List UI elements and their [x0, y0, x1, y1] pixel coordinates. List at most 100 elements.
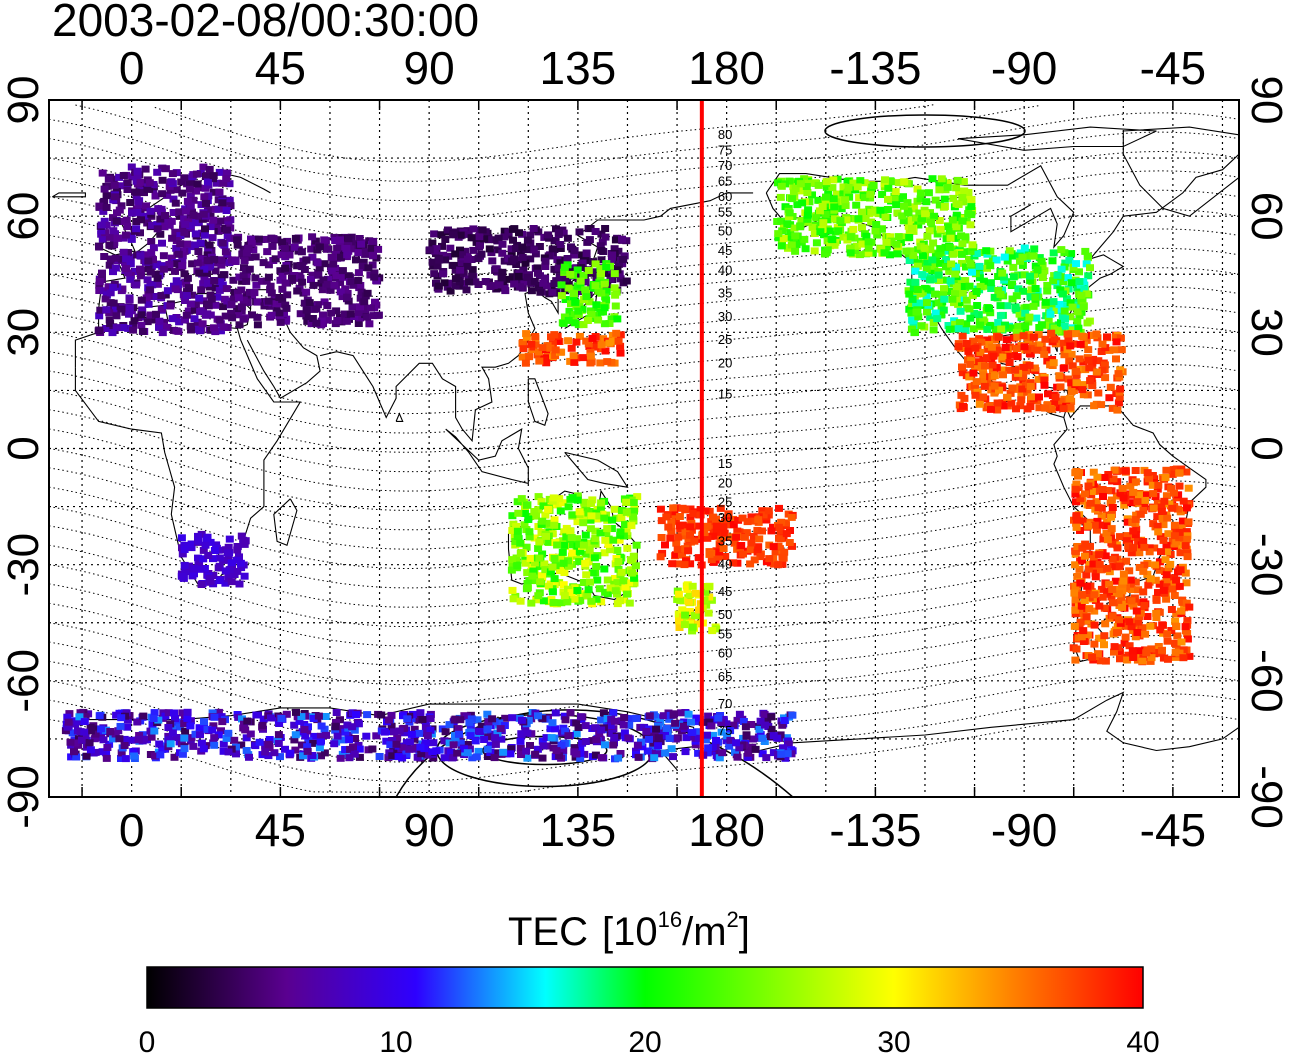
tec-cell: [1103, 487, 1112, 494]
tec-cell: [1116, 489, 1125, 497]
tec-cell: [309, 715, 318, 722]
tec-cell: [157, 305, 166, 313]
tec-cell: [548, 340, 557, 348]
tec-cell: [171, 267, 179, 275]
tec-cell: [500, 283, 509, 291]
tec-cell: [80, 728, 89, 736]
tec-cell: [551, 346, 560, 354]
tec-cell: [622, 237, 631, 245]
tec-cell: [229, 295, 238, 303]
tec-cell: [1092, 368, 1101, 376]
tec-cell: [1129, 488, 1138, 496]
tec-cell: [333, 317, 342, 324]
tec-cell: [717, 719, 726, 727]
tec-cell: [188, 291, 197, 299]
tec-cell: [541, 274, 550, 282]
tec-cell: [100, 197, 109, 205]
tec-cell: [866, 194, 875, 202]
contour-label: 35: [718, 533, 732, 548]
tec-cell: [920, 244, 929, 252]
tec-cell: [85, 739, 94, 747]
tec-cell: [237, 741, 246, 749]
tec-cell: [597, 265, 606, 273]
tec-cell: [907, 309, 916, 317]
coastline: [1123, 153, 1239, 217]
tec-cell: [974, 311, 983, 319]
tec-cell: [175, 208, 184, 216]
tec-cell: [1111, 577, 1120, 585]
tec-cell: [280, 310, 288, 318]
tec-cell: [527, 287, 536, 295]
tec-cell: [751, 745, 760, 753]
tec-cell: [705, 593, 714, 601]
tec-cell: [1160, 497, 1169, 505]
tec-cell: [100, 253, 109, 260]
tec-cell: [252, 711, 261, 719]
tec-cell: [102, 221, 111, 229]
tec-cell: [351, 735, 359, 742]
tec-cell: [815, 207, 824, 215]
frame-ticks: [81, 100, 1174, 797]
tec-cell: [227, 309, 236, 317]
tec-cell: [943, 183, 952, 191]
tec-cell: [744, 749, 753, 757]
tec-cell: [790, 224, 799, 232]
tec-cell: [242, 277, 251, 285]
tec-cell: [285, 251, 294, 259]
tec-cell: [610, 505, 619, 513]
tec-cell: [1026, 272, 1034, 280]
tec-cell: [1003, 302, 1012, 310]
tec-cell: [1121, 633, 1130, 641]
tec-cell: [441, 728, 450, 736]
tec-cell: [512, 245, 521, 252]
tec-cell: [477, 250, 486, 258]
tec-cell: [1162, 595, 1171, 603]
tec-cell: [356, 294, 365, 302]
tec-cell: [908, 224, 916, 232]
tec-cell: [683, 581, 692, 589]
tec-cell: [421, 723, 430, 730]
tec-cell: [250, 289, 259, 297]
tec-cell: [720, 529, 729, 537]
tec-cell: [1077, 297, 1086, 305]
tec-cell: [449, 741, 458, 749]
colorbar-tick-label: 40: [1126, 1026, 1159, 1057]
tec-cell: [338, 267, 347, 275]
tec-cell: [588, 334, 597, 342]
tec-cell: [587, 512, 596, 520]
tec-cell: [779, 235, 788, 242]
tec-cell: [1181, 542, 1190, 550]
tec-cell: [564, 557, 572, 565]
tec-cell: [304, 737, 313, 745]
tec-cell: [952, 184, 961, 192]
tec-cell: [368, 261, 377, 269]
tec-cell: [1044, 390, 1052, 398]
tec-cell: [156, 751, 165, 759]
tec-cell: [582, 293, 591, 301]
tec-cell: [165, 736, 173, 744]
tec-cell: [983, 336, 992, 344]
tec-cell: [905, 305, 914, 313]
tec-cell: [917, 322, 926, 330]
tec-cell: [1058, 339, 1067, 347]
tec-cell: [965, 255, 973, 263]
tec-cell: [183, 274, 192, 282]
tec-cell: [667, 518, 676, 526]
tec-cell: [440, 737, 449, 745]
tec-cell: [1085, 560, 1094, 568]
tec-cell: [883, 206, 892, 213]
tec-cell: [905, 257, 914, 264]
tec-cell: [1013, 353, 1022, 361]
tec-cell: [1123, 532, 1132, 540]
tec-cell: [973, 388, 982, 396]
tec-cell: [525, 528, 534, 536]
tec-cell: [354, 277, 363, 284]
tec-cell: [658, 727, 667, 735]
tec-cell: [151, 752, 160, 760]
tec-cell: [344, 272, 353, 280]
tec-cell: [567, 344, 576, 352]
tec-cell: [1100, 604, 1109, 612]
tec-cell: [774, 542, 783, 550]
tec-cell: [1071, 330, 1080, 338]
tec-cell: [792, 241, 801, 249]
